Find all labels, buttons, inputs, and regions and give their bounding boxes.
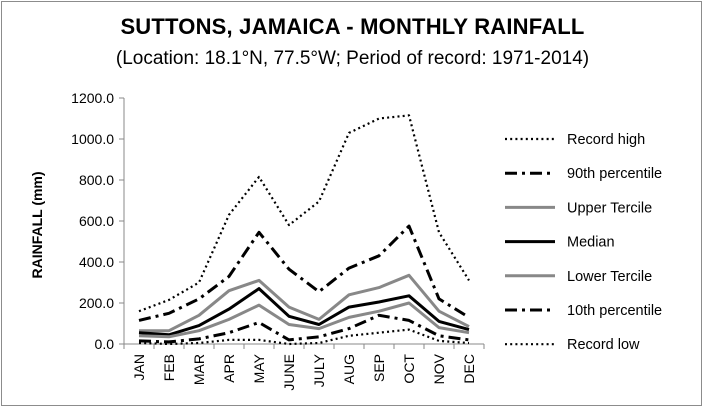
x-tick-label: SEP bbox=[371, 354, 387, 382]
chart-legend: Record high 90th percentile Upper Tercile M… bbox=[505, 132, 662, 353]
x-tick-label: JAN bbox=[131, 354, 147, 380]
series-line-10th-percentile bbox=[138, 313, 470, 344]
x-tick-label: JULY bbox=[311, 353, 327, 387]
y-tick-label: 600.0 bbox=[79, 213, 114, 229]
chart-axes: 0.0 200.0 400.0 600.0 800.0 1000.0 1200.0 JAN FE… bbox=[71, 90, 485, 391]
legend-label: 10th percentile bbox=[567, 303, 662, 319]
series-line-90th-percentile bbox=[138, 224, 470, 322]
legend-label: Record high bbox=[567, 132, 645, 148]
x-tick-label: APR bbox=[221, 354, 237, 383]
y-tick-label: 400.0 bbox=[79, 254, 114, 270]
series-line-upper-tercile bbox=[139, 273, 470, 333]
x-tick-label: MAR bbox=[191, 354, 207, 385]
x-tick-label: JUNE bbox=[281, 354, 297, 391]
x-tick-label: OCT bbox=[401, 354, 417, 384]
y-tick-label: 1200.0 bbox=[71, 90, 114, 106]
y-tick-label: 1000.0 bbox=[71, 131, 114, 147]
y-tick-label: 800.0 bbox=[79, 172, 114, 188]
series-line-median bbox=[138, 287, 470, 337]
chart-title: SUTTONS, JAMAICA - MONTHLY RAINFALL bbox=[120, 14, 585, 39]
legend-label: Lower Tercile bbox=[567, 269, 652, 285]
x-tick-label: MAY bbox=[251, 353, 267, 383]
series-line-record-high bbox=[138, 114, 470, 313]
chart-subtitle: (Location: 18.1°N, 77.5°W; Period of rec… bbox=[115, 48, 590, 69]
series-line-lower-tercile bbox=[138, 301, 470, 339]
chart-series bbox=[138, 114, 470, 346]
x-tick-label: AUG bbox=[341, 354, 357, 384]
legend-label: Record low bbox=[567, 337, 640, 353]
y-tick-label: 0.0 bbox=[95, 336, 115, 352]
x-tick-label: NOV bbox=[431, 353, 447, 384]
y-axis-label: RAINFALL (mm) bbox=[29, 171, 45, 278]
y-tick-label: 200.0 bbox=[79, 295, 114, 311]
legend-label: 90th percentile bbox=[567, 166, 662, 182]
x-tick-label: DEC bbox=[461, 354, 477, 384]
legend-label: Upper Tercile bbox=[567, 200, 652, 216]
legend-label: Median bbox=[567, 235, 615, 251]
series-line-record-low bbox=[138, 328, 470, 346]
x-tick-label: FEB bbox=[161, 354, 177, 381]
